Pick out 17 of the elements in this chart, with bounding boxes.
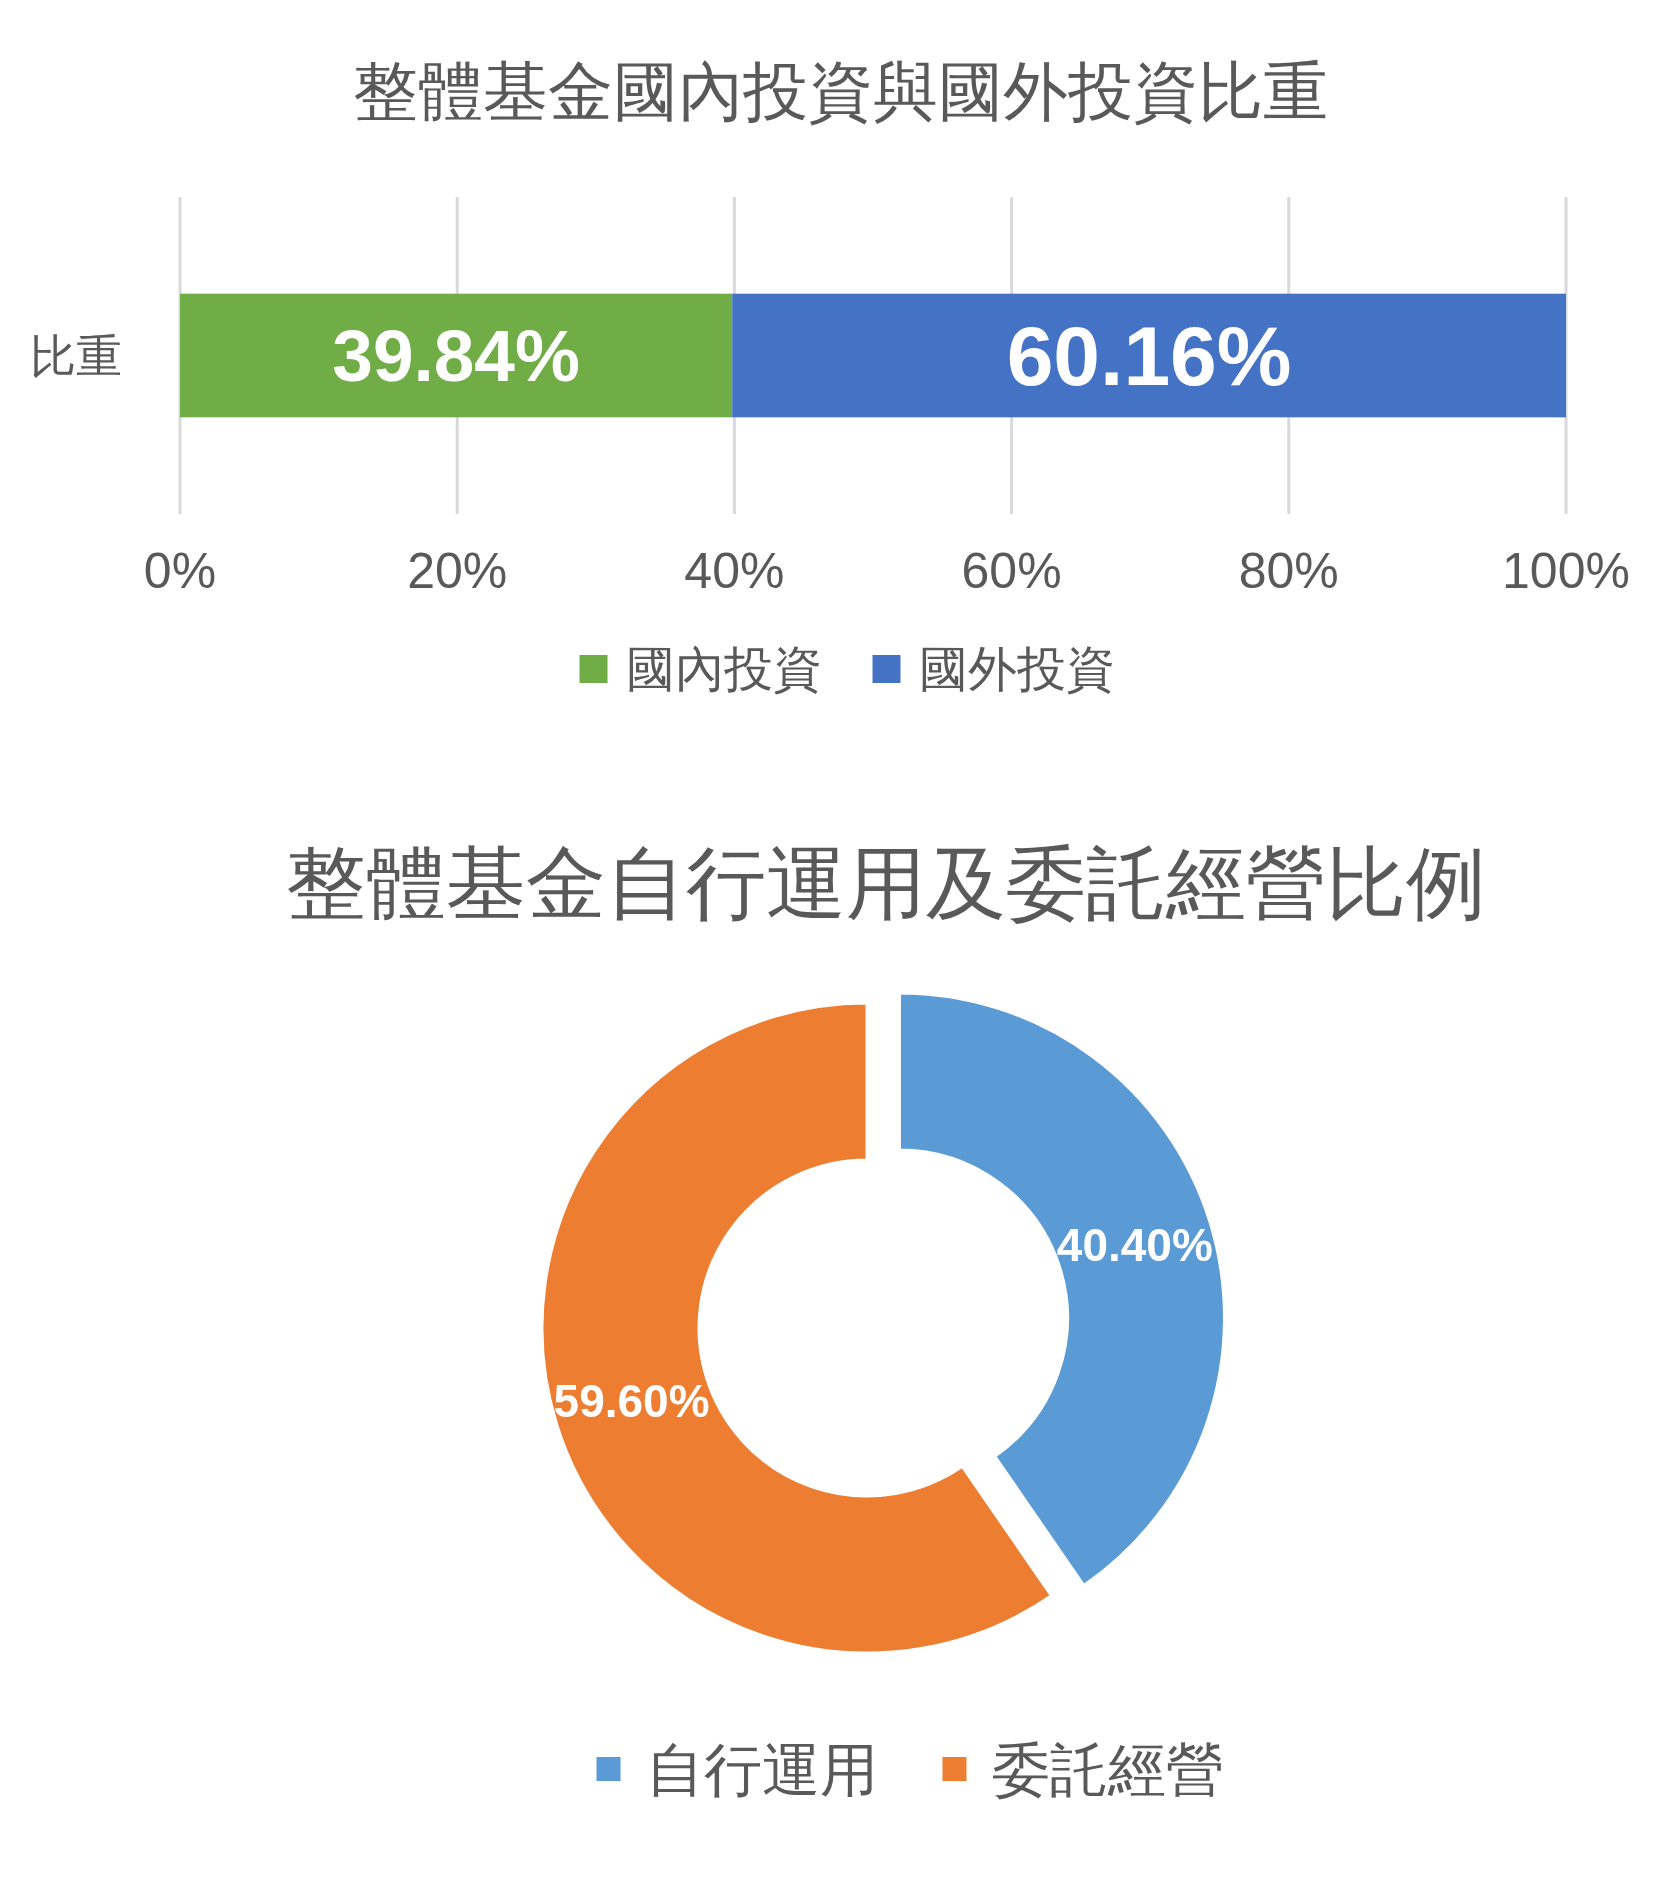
x-tick: 0% xyxy=(143,543,217,599)
data-label: 59.60% xyxy=(553,1375,710,1428)
legend-label: 國內投資 xyxy=(625,642,822,696)
x-tick: 100% xyxy=(1502,543,1630,599)
x-tick: 60% xyxy=(961,543,1062,599)
x-tick: 20% xyxy=(407,543,508,599)
y-category: 比重 xyxy=(30,329,122,382)
x-tick: 80% xyxy=(1238,543,1339,599)
data-label: 39.84% xyxy=(332,315,580,396)
data-label: 40.40% xyxy=(1056,1218,1213,1271)
legend-label: 委託經營 xyxy=(991,1736,1224,1802)
legend-label: 自行運用 xyxy=(645,1736,878,1802)
x-tick: 40% xyxy=(684,543,785,599)
title: 整體基金國內投資與國外投資比重 xyxy=(352,54,1328,128)
data-label: 60.16% xyxy=(1006,308,1292,403)
legend-label: 國外投資 xyxy=(918,642,1115,696)
title: 整體基金自行運用及委託經營比例 xyxy=(286,838,1486,928)
